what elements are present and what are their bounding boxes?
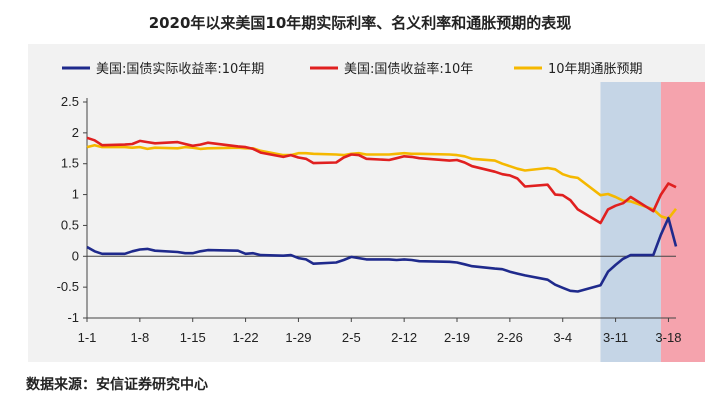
chart-panel: 美国:国债实际收益率:10年期 美国:国债收益率:10年 10年期通胀预期 2.… <box>28 44 705 362</box>
y-tick-label: 1.5 <box>61 156 79 171</box>
chart-svg: 美国:国债实际收益率:10年期 美国:国债收益率:10年 10年期通胀预期 2.… <box>57 61 705 362</box>
y-tick-label: 0.5 <box>61 217 79 232</box>
x-tick-label: 3-4 <box>553 330 572 345</box>
series-line-real <box>86 216 678 293</box>
x-tick-label: 1-8 <box>130 330 149 345</box>
x-tick-label: 1-1 <box>78 330 97 345</box>
series-line-inflation <box>86 143 678 220</box>
y-tick-label: -0.5 <box>57 279 79 294</box>
x-tick-label: 2-26 <box>497 330 523 345</box>
x-tick-label: 1-22 <box>233 330 259 345</box>
legend-label-real: 美国:国债实际收益率:10年期 <box>96 61 264 77</box>
x-tick-label: 2-19 <box>444 330 470 345</box>
x-tick-label: 1-29 <box>285 330 311 345</box>
y-tick-label: 2.5 <box>61 94 79 109</box>
source-note: 数据来源：安信证券研究中心 <box>26 377 208 393</box>
x-tick-label: 3-18 <box>655 330 681 345</box>
series-lines <box>86 136 678 293</box>
y-tick-label: 0 <box>72 248 79 263</box>
x-tick-label: 3-11 <box>603 330 628 345</box>
legend-label-nominal: 美国:国债收益率:10年 <box>344 61 473 77</box>
series-line-nominal <box>86 136 677 225</box>
y-tick-label: -1 <box>67 310 79 325</box>
axes: 2.5 2 1.5 1 0.5 0 -0.5 -1 1-1 1-8 1-15 1-22 1-29 2-5 2… <box>57 94 682 345</box>
x-tick-label: 2-5 <box>342 330 361 345</box>
x-tick-label: 2-12 <box>391 330 417 345</box>
legend-label-inflation: 10年期通胀预期 <box>548 62 643 77</box>
highlight-bands <box>600 82 705 362</box>
x-tick-label: 1-15 <box>180 330 206 345</box>
y-tick-label: 2 <box>72 125 79 140</box>
chart-title: 2020年以来美国10年期实际利率、名义利率和通胀预期的表现 <box>148 14 572 32</box>
highlight-band-1 <box>600 82 661 362</box>
legend: 美国:国债实际收益率:10年期 美国:国债收益率:10年 10年期通胀预期 <box>62 61 643 77</box>
y-tick-label: 1 <box>72 187 79 202</box>
